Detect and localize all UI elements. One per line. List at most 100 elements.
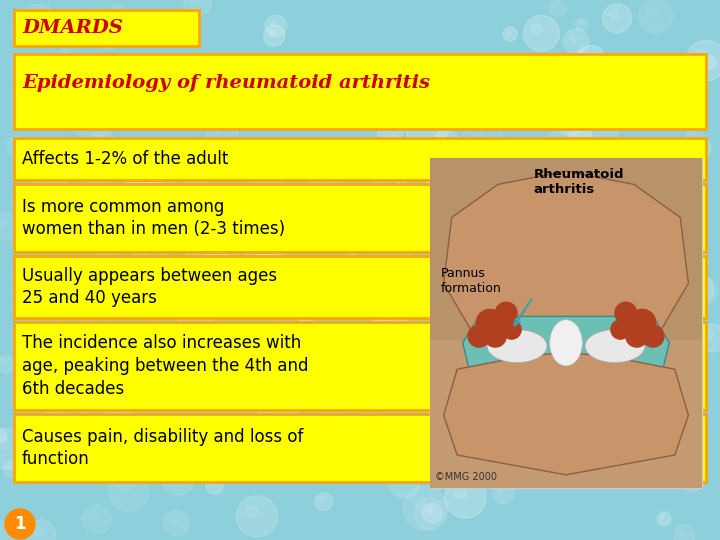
Text: DMARDS: DMARDS	[22, 19, 123, 37]
Circle shape	[575, 45, 606, 77]
Circle shape	[102, 21, 117, 35]
Circle shape	[348, 102, 369, 123]
Circle shape	[60, 210, 64, 214]
Circle shape	[580, 334, 590, 345]
Circle shape	[569, 383, 574, 388]
Circle shape	[6, 136, 27, 157]
Circle shape	[42, 77, 46, 81]
Circle shape	[130, 160, 140, 171]
Circle shape	[106, 211, 132, 237]
Circle shape	[421, 383, 433, 394]
Circle shape	[206, 118, 237, 148]
Circle shape	[288, 370, 297, 379]
Circle shape	[666, 451, 682, 466]
Circle shape	[379, 318, 391, 329]
Circle shape	[594, 68, 601, 75]
Circle shape	[0, 437, 9, 450]
Circle shape	[315, 492, 333, 510]
FancyBboxPatch shape	[430, 340, 702, 488]
Circle shape	[285, 337, 310, 361]
Circle shape	[564, 29, 589, 53]
Circle shape	[256, 246, 280, 269]
Circle shape	[498, 487, 504, 494]
Circle shape	[523, 15, 559, 51]
Circle shape	[392, 85, 396, 89]
Circle shape	[696, 50, 708, 62]
Circle shape	[266, 406, 302, 442]
Circle shape	[259, 399, 266, 406]
Circle shape	[582, 64, 602, 84]
Circle shape	[375, 135, 411, 171]
Circle shape	[493, 222, 510, 239]
Circle shape	[225, 357, 242, 374]
Circle shape	[464, 118, 502, 157]
Circle shape	[191, 189, 233, 230]
Circle shape	[272, 73, 282, 83]
Circle shape	[693, 139, 711, 157]
Circle shape	[227, 213, 251, 238]
Circle shape	[351, 410, 387, 446]
Circle shape	[62, 53, 67, 58]
Circle shape	[42, 408, 68, 434]
Circle shape	[236, 496, 278, 537]
Circle shape	[395, 171, 408, 184]
Circle shape	[629, 309, 656, 336]
Circle shape	[468, 325, 490, 347]
Circle shape	[188, 166, 196, 174]
Circle shape	[541, 130, 583, 172]
Circle shape	[654, 438, 660, 444]
Circle shape	[102, 25, 111, 34]
Circle shape	[588, 59, 597, 68]
Text: Usually appears between ages
25 and 40 years: Usually appears between ages 25 and 40 y…	[22, 267, 277, 307]
Circle shape	[413, 374, 451, 413]
Circle shape	[157, 233, 178, 254]
Circle shape	[95, 18, 125, 49]
Circle shape	[17, 4, 59, 46]
Circle shape	[68, 349, 75, 356]
Circle shape	[620, 346, 657, 383]
Circle shape	[461, 68, 474, 80]
Circle shape	[62, 343, 86, 368]
Circle shape	[660, 515, 665, 519]
Circle shape	[690, 277, 718, 305]
Circle shape	[176, 253, 210, 287]
Circle shape	[322, 329, 328, 335]
Circle shape	[132, 185, 139, 192]
Circle shape	[383, 123, 391, 131]
Circle shape	[413, 496, 426, 509]
Circle shape	[186, 306, 197, 316]
Circle shape	[685, 129, 704, 148]
Circle shape	[310, 174, 343, 207]
Circle shape	[427, 508, 433, 514]
Circle shape	[0, 528, 1, 537]
Circle shape	[210, 481, 215, 486]
Circle shape	[477, 425, 509, 457]
Circle shape	[24, 467, 30, 474]
Circle shape	[22, 421, 35, 435]
Circle shape	[626, 325, 647, 347]
Circle shape	[563, 114, 572, 122]
Circle shape	[33, 526, 42, 535]
Circle shape	[161, 461, 195, 495]
Circle shape	[318, 376, 343, 401]
Circle shape	[403, 486, 447, 530]
Circle shape	[629, 336, 652, 359]
Circle shape	[204, 232, 240, 268]
Circle shape	[581, 110, 618, 147]
Circle shape	[546, 59, 585, 98]
Circle shape	[294, 374, 315, 395]
Circle shape	[90, 129, 114, 153]
Circle shape	[560, 269, 587, 295]
Circle shape	[264, 25, 285, 46]
Circle shape	[550, 139, 563, 152]
Circle shape	[179, 298, 214, 333]
Circle shape	[570, 250, 593, 273]
Circle shape	[300, 267, 320, 287]
Circle shape	[7, 465, 12, 470]
Circle shape	[57, 206, 71, 221]
Circle shape	[238, 99, 249, 111]
Circle shape	[0, 428, 29, 469]
Circle shape	[670, 247, 682, 260]
Circle shape	[445, 477, 486, 518]
Circle shape	[615, 302, 636, 324]
